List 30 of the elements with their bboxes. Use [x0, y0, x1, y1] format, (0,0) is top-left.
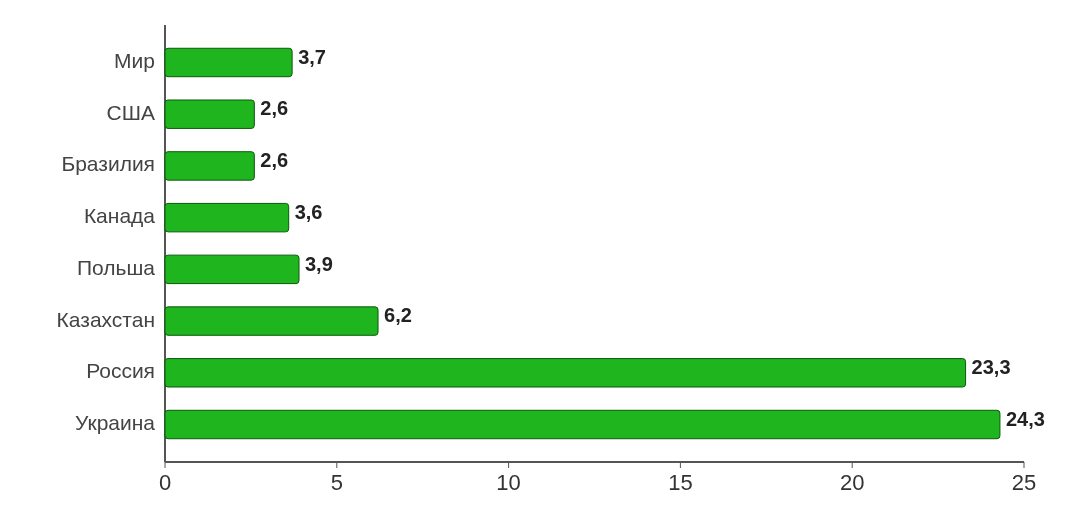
- bar: [164, 99, 255, 129]
- bar: [164, 306, 379, 336]
- y-tick-label: Украина: [75, 411, 156, 435]
- data-label: 3,9: [305, 252, 333, 275]
- x-tick-label: 10: [496, 470, 521, 495]
- bar: [164, 358, 967, 388]
- bar: [164, 151, 255, 181]
- x-tick-label: 15: [668, 470, 693, 495]
- bar: [164, 202, 290, 233]
- bar: [164, 47, 293, 78]
- y-tick-label: Казахстан: [56, 307, 155, 331]
- y-tick-label: США: [106, 100, 155, 124]
- y-tick-label: Канада: [83, 204, 156, 228]
- data-label: 3,6: [294, 200, 323, 223]
- y-tick-label: Бразилия: [61, 152, 155, 176]
- x-tick-label: 25: [1011, 470, 1037, 495]
- x-tick-label: 0: [158, 470, 172, 495]
- data-label: 2,6: [260, 97, 289, 120]
- bar: [164, 254, 300, 285]
- data-label: 24,3: [1005, 407, 1045, 430]
- y-tick-label: Мир: [114, 49, 155, 73]
- y-tick-label: Польша: [76, 255, 156, 279]
- data-label: 6,2: [384, 304, 412, 327]
- data-label: 23,3: [971, 356, 1011, 379]
- data-label: 2,6: [260, 149, 289, 172]
- x-tick-label: 20: [839, 470, 865, 495]
- bar: [164, 409, 1001, 440]
- y-tick-label: Россия: [86, 359, 155, 383]
- x-tick-label: 5: [330, 470, 343, 495]
- data-label: 3,7: [298, 45, 326, 68]
